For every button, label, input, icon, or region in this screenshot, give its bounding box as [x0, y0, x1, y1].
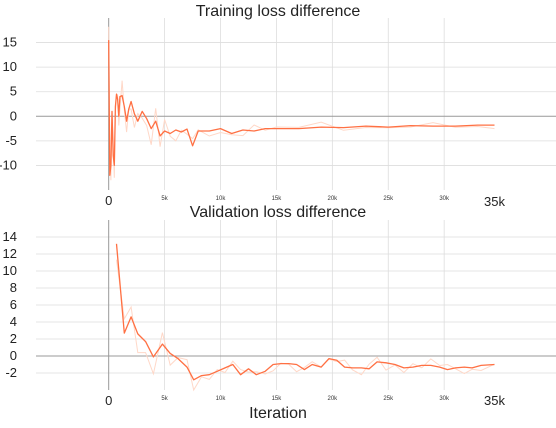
y-tick-labels: 14 12 10 8 6 4 2 0 -2	[3, 229, 17, 380]
chart-title: Validation loss difference	[190, 204, 367, 221]
x-tick-label: 15k	[272, 196, 283, 202]
y-tick-label: 10	[3, 59, 17, 74]
y-tick-label: -2	[5, 365, 17, 380]
y-tick-labels: 15 10 5 0 -5 -10	[0, 35, 17, 173]
x-tick-label: 25k	[383, 396, 394, 402]
chart-title: Training loss difference	[196, 3, 361, 20]
x-tick-label: 5k	[161, 396, 168, 402]
y-tick-label: 8	[10, 280, 17, 295]
x-tick-labels: 0 5k 10k 15k 20k 25k 30k	[105, 193, 450, 208]
x-tick-label: 5k	[161, 196, 168, 202]
x-tick-label: 20k	[328, 196, 339, 202]
x-tick-label: 0	[105, 193, 112, 208]
y-tick-label: 10	[3, 263, 17, 278]
y-tick-label: 5	[10, 84, 17, 99]
x-tick-label: 10k	[216, 396, 227, 402]
y-tick-label: 12	[3, 246, 17, 261]
y-tick-label: 0	[10, 108, 17, 123]
x-tick-labels: 0 5k 10k 15k 20k 25k 30k	[105, 393, 450, 408]
y-tick-label: 6	[10, 297, 17, 312]
smoothed-series-line	[108, 40, 495, 176]
x-tick-label: 0	[105, 393, 112, 408]
x-axis-label: Iteration	[249, 405, 307, 422]
raw-series-line	[108, 26, 495, 181]
x-tick-label: 30k	[439, 396, 450, 402]
smoothed-series-line	[115, 243, 495, 381]
y-tick-label: 0	[10, 348, 17, 363]
x-tick-label: 20k	[328, 396, 339, 402]
x-tick-label: 10k	[216, 196, 227, 202]
y-tick-label: 2	[10, 331, 17, 346]
training-loss-panel: Training loss difference 15 10 5 0 -5 -10 0 5k…	[0, 3, 556, 209]
x-tick-label: 30k	[439, 196, 450, 202]
x-axis-end-label: 35k	[484, 194, 505, 209]
series-lines	[108, 26, 495, 181]
grid-lines	[36, 220, 556, 390]
y-tick-label: -10	[0, 157, 17, 172]
raw-series-line	[116, 259, 495, 392]
y-tick-label: 15	[3, 35, 17, 50]
x-tick-label: 25k	[383, 196, 394, 202]
y-tick-label: 14	[3, 229, 17, 244]
x-axis-end-label: 35k	[484, 393, 505, 408]
validation-loss-panel: Validation loss difference 14 12 10 8 6 4 2 0 -2…	[3, 204, 556, 422]
series-lines	[115, 243, 495, 392]
axis-lines	[36, 220, 556, 390]
y-tick-label: 4	[10, 314, 17, 329]
y-tick-label: -5	[5, 133, 17, 148]
x-tick-label: 15k	[272, 396, 283, 402]
